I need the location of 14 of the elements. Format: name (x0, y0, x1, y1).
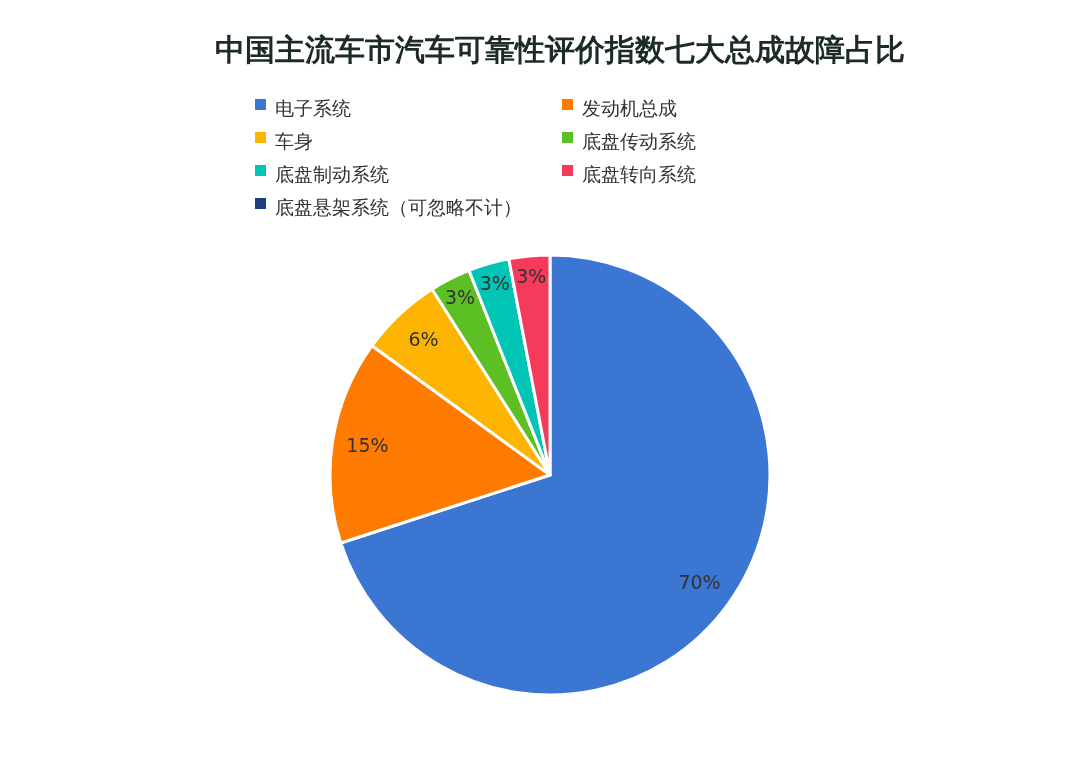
legend-label: 底盘转向系统 (582, 162, 696, 185)
chart-title: 中国主流车市汽车可靠性评价指数七大总成故障占比 (215, 32, 905, 67)
legend-label: 底盘传动系统 (582, 129, 696, 152)
data-label: 3% (479, 272, 510, 295)
data-label: 70% (678, 571, 721, 594)
data-label: 15% (346, 433, 389, 456)
legend-label: 底盘悬架系统（可忽略不计） (275, 195, 522, 218)
legend-label: 发动机总成 (582, 96, 677, 119)
data-label: 6% (408, 327, 439, 350)
legend-label: 电子系统 (275, 96, 351, 119)
data-label: 3% (445, 286, 476, 309)
data-label: 3% (516, 265, 547, 288)
legend-label: 车身 (275, 129, 313, 152)
legend-label: 底盘制动系统 (275, 162, 389, 185)
